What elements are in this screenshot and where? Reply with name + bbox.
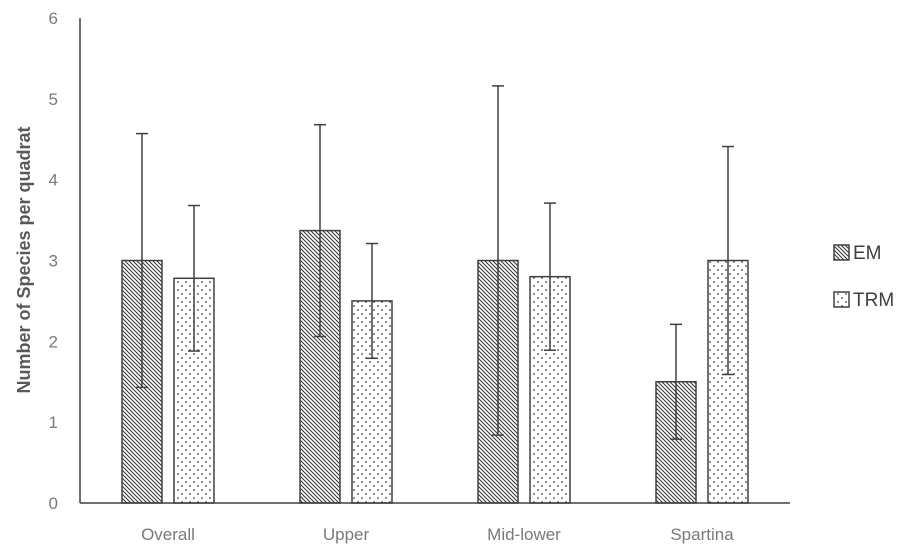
legend-item-trm: TRM (833, 290, 894, 311)
x-axis-categories: Overall Upper Mid-lower Spartina (141, 525, 734, 544)
legend-item-em: EM (833, 243, 882, 264)
x-category-label: Mid-lower (487, 525, 561, 544)
y-tick-label: 6 (49, 9, 58, 28)
y-tick-label: 2 (49, 332, 58, 351)
x-category-label: Spartina (670, 525, 734, 544)
error-bar (722, 145, 734, 376)
x-category-label: Upper (323, 525, 370, 544)
legend-swatch (833, 244, 850, 261)
error-bar (136, 132, 148, 389)
error-bar (188, 204, 200, 352)
error-bar (544, 202, 556, 351)
error-bar (314, 123, 326, 338)
legend-swatch (833, 291, 850, 308)
y-axis-label: Number of Species per quadrat (14, 126, 34, 393)
legend-label: TRM (853, 290, 894, 311)
error-bar (366, 242, 378, 360)
bar-em (655, 381, 697, 504)
y-tick-label: 0 (49, 494, 58, 513)
x-category-label: Overall (141, 525, 195, 544)
y-tick-label: 5 (49, 90, 58, 109)
y-tick-label: 4 (49, 171, 58, 190)
error-bars (136, 85, 734, 440)
legend: EM TRM (833, 243, 894, 311)
y-tick-label: 3 (49, 252, 58, 271)
legend-label: EM (853, 243, 882, 264)
y-axis-ticks: 0 1 2 3 4 5 6 (49, 9, 58, 513)
error-bar (492, 85, 504, 436)
error-bar (670, 323, 682, 440)
bars (121, 229, 749, 504)
y-tick-label: 1 (49, 413, 58, 432)
